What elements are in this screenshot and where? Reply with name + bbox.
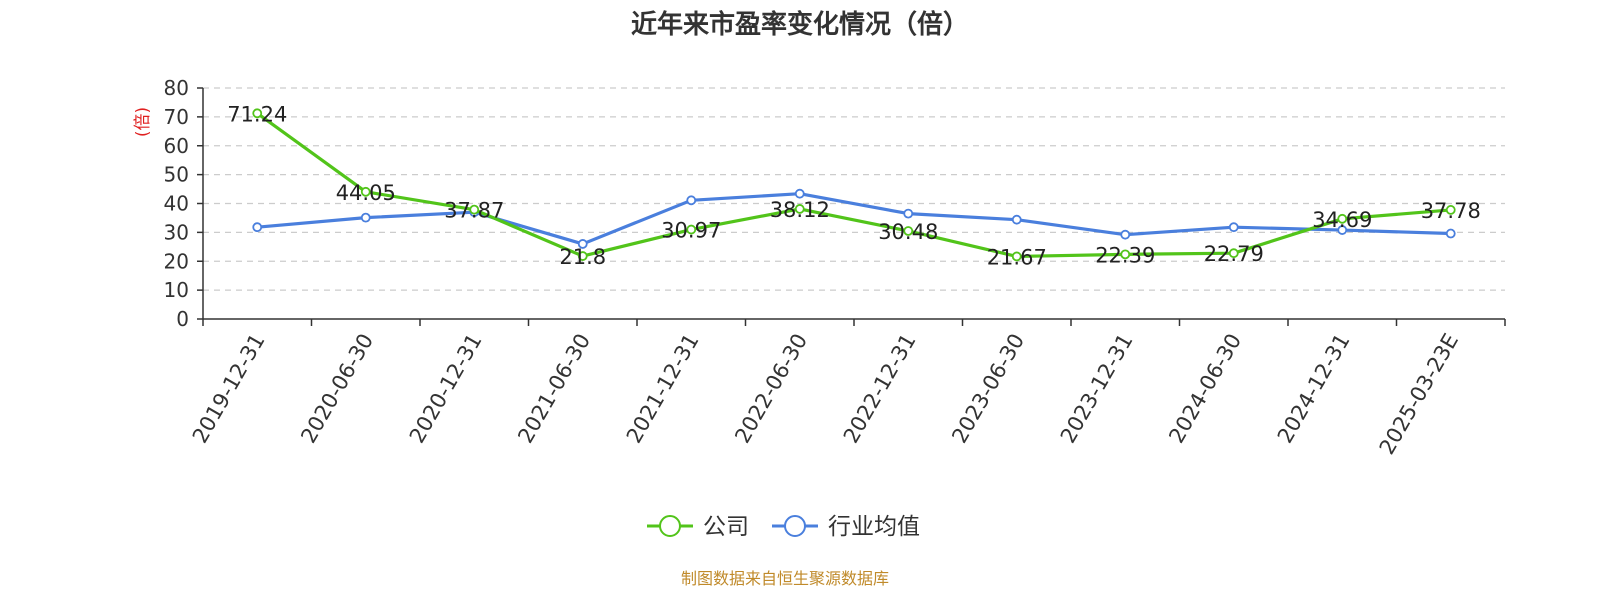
y-tick-labels: 0 10 20 30 40 50 60 70 80 bbox=[164, 76, 189, 331]
data-point[interactable] bbox=[577, 239, 588, 249]
data-labels: 71.24 44.05 37.87 21.8 30.97 38.12 30.48 21.67 2… bbox=[227, 102, 1481, 269]
y-tick-label: 80 bbox=[164, 76, 189, 100]
data-point[interactable] bbox=[1120, 249, 1131, 260]
data-point[interactable] bbox=[794, 188, 805, 199]
data-label: 30.48 bbox=[878, 220, 938, 244]
data-point[interactable] bbox=[252, 222, 263, 233]
data-point[interactable] bbox=[1337, 213, 1348, 224]
data-point[interactable] bbox=[686, 195, 697, 206]
data-point[interactable] bbox=[903, 208, 914, 219]
data-point[interactable] bbox=[577, 251, 588, 261]
legend-label: 公司 bbox=[703, 514, 749, 540]
x-tick-label: 2020-12-31 bbox=[405, 330, 487, 448]
series-lines bbox=[252, 108, 1456, 262]
data-label: 21.67 bbox=[987, 245, 1047, 269]
legend-marker bbox=[784, 515, 806, 537]
x-tick-label: 2020-06-30 bbox=[296, 330, 378, 448]
data-point[interactable] bbox=[903, 226, 914, 236]
x-tick-label: 2022-12-31 bbox=[839, 330, 921, 448]
y-tick-label: 70 bbox=[164, 105, 189, 129]
data-point[interactable] bbox=[252, 108, 263, 119]
y-tick-label: 20 bbox=[164, 249, 189, 273]
legend[interactable]: 公司 行业均值 bbox=[647, 514, 920, 540]
x-tick-label: 2023-06-30 bbox=[947, 330, 1029, 448]
data-point[interactable] bbox=[360, 186, 371, 197]
x-tick-label: 2023-12-31 bbox=[1056, 330, 1138, 448]
data-point[interactable] bbox=[1011, 214, 1022, 225]
data-label: 21.8 bbox=[559, 245, 606, 269]
data-point[interactable] bbox=[1445, 205, 1456, 215]
data-label: 44.05 bbox=[336, 181, 396, 205]
x-tick-labels: 2019-12-31 2020-06-30 2020-12-31 2021-06-30… bbox=[188, 330, 1463, 459]
data-point[interactable] bbox=[1337, 225, 1348, 235]
data-point[interactable] bbox=[1228, 248, 1239, 259]
data-label: 22.79 bbox=[1204, 242, 1264, 266]
grid-lines bbox=[203, 87, 1505, 291]
legend-marker bbox=[659, 515, 681, 537]
source-note: 制图数据来自恒生聚源数据库 bbox=[681, 569, 889, 588]
x-tick-label: 2021-12-31 bbox=[622, 330, 704, 448]
axes bbox=[197, 87, 1506, 326]
data-label: 30.97 bbox=[661, 219, 721, 243]
y-tick-label: 30 bbox=[164, 220, 189, 244]
y-tick-label: 0 bbox=[176, 307, 189, 331]
y-tick-label: 40 bbox=[164, 192, 189, 216]
series-line-0 bbox=[256, 111, 1451, 259]
data-point[interactable] bbox=[469, 204, 480, 215]
y-tick-label: 10 bbox=[164, 278, 189, 302]
y-tick-label: 60 bbox=[164, 134, 189, 158]
x-tick-label: 2019-12-31 bbox=[188, 330, 270, 448]
data-label: 71.24 bbox=[227, 102, 287, 126]
y-axis-label: (倍) bbox=[133, 107, 153, 137]
data-point[interactable] bbox=[1445, 228, 1456, 239]
x-tick-label: 2024-06-30 bbox=[1164, 330, 1246, 448]
legend-label: 行业均值 bbox=[828, 514, 920, 540]
y-tick-label: 50 bbox=[164, 163, 189, 187]
x-tick-label: 2022-06-30 bbox=[730, 330, 812, 448]
data-label: 38.12 bbox=[770, 198, 830, 222]
data-label: 37.87 bbox=[444, 199, 504, 223]
data-point[interactable] bbox=[360, 212, 371, 223]
data-label: 37.78 bbox=[1421, 199, 1481, 223]
data-point[interactable] bbox=[1011, 251, 1022, 262]
legend-item-0[interactable]: 公司 bbox=[647, 514, 749, 540]
data-label: 22.39 bbox=[1095, 243, 1155, 267]
data-point[interactable] bbox=[794, 204, 805, 214]
series-line-1 bbox=[257, 192, 1451, 246]
x-tick-label: 2021-06-30 bbox=[513, 330, 595, 448]
x-tick-label: 2024-12-31 bbox=[1273, 330, 1355, 448]
data-point[interactable] bbox=[686, 224, 697, 235]
data-point[interactable] bbox=[1228, 222, 1239, 233]
x-tick-label: 2025-03-23E bbox=[1375, 330, 1463, 459]
legend-item-1[interactable]: 行业均值 bbox=[772, 514, 920, 540]
chart-title: 近年来市盈率变化情况（倍） bbox=[631, 9, 969, 40]
data-point[interactable] bbox=[1120, 229, 1131, 240]
data-label: 34.69 bbox=[1312, 208, 1372, 232]
